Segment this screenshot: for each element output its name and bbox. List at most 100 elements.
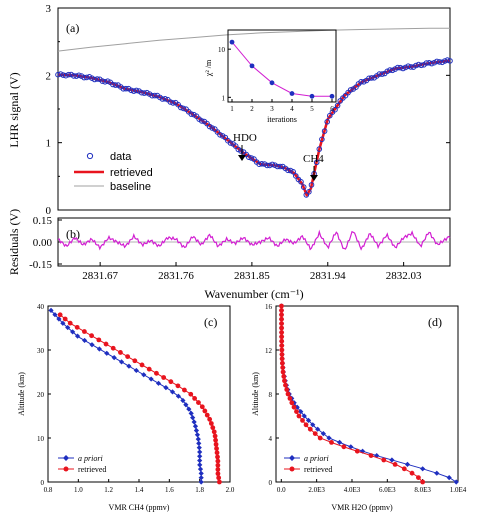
apriori-point [197,453,203,459]
data-point [104,78,111,84]
data-point [133,87,140,94]
apriori-point [118,359,125,365]
apriori-point [298,409,304,415]
retrieved-point [216,475,222,481]
inset-ylabel: χ² /m [204,59,213,77]
data-point [434,58,440,65]
data-point [83,74,90,81]
retrieved-point [279,321,284,326]
retrieved-point [420,479,426,485]
data-point [209,125,215,131]
inset-point [269,80,275,86]
data-point [447,58,453,64]
retrieved-point [215,471,221,477]
retrieved-point [303,422,309,428]
apriori-point [389,457,395,463]
retrieved-point [279,330,285,335]
retrieved-point [212,433,218,439]
data-point [324,119,331,125]
xtick-label: 1.0E4 [450,486,467,494]
apriori-point [155,380,162,386]
annotation-ch4-text: CH4 [303,153,324,165]
retrieved-point [279,312,284,318]
data-point [358,79,364,85]
retrieved-point [196,400,201,405]
data-point [306,189,312,195]
data-point [198,118,205,124]
data-point [110,81,116,88]
apriori-point [191,419,197,425]
legend-retrieved-label-d: retrieved [304,465,332,474]
legend-apriori-marker [63,455,69,461]
panel-d-ylabel: Altitude (km) [251,372,260,416]
annotation-hdo: HDO [233,132,257,161]
panel-a-label: (a) [66,21,79,35]
data-point [217,132,223,138]
retrieved-point [279,316,284,322]
data-point [159,96,166,102]
xtick-label-b: 2831.67 [82,270,118,282]
inset-xtick-label: 1 [230,105,234,113]
data-point [319,136,325,143]
retrieved-point [392,462,398,467]
retrieved-point [279,303,284,309]
data-point [167,99,174,105]
data-point [368,75,375,81]
panel-d-series [278,303,459,485]
legend-retrieved-label: retrieved [110,167,153,179]
data-point [347,87,354,93]
xtick-label: 1.2 [104,486,113,494]
data-point [285,167,291,174]
retrieved-point [279,334,285,340]
data-point [444,57,451,63]
inset-chart: χ² /m iterations 1 2 3 4 5 6 1 10 [204,29,337,124]
retrieved-point [283,382,288,388]
data-point [442,58,448,64]
apriori-point [96,346,102,352]
baseline-series [57,27,450,52]
retrieved-point [154,370,159,376]
retrieved-point [279,325,284,331]
panel-a-yticks: 0 1 2 3 [46,3,450,217]
data-point [274,163,281,170]
data-point [428,60,435,67]
retrieved-point [282,378,287,384]
retrieved-point [287,396,293,401]
inset-series [229,39,335,99]
data-point [334,102,341,109]
residuals-line [58,229,451,251]
legend-retrieved-marker-c [63,466,69,472]
data-point [123,85,129,92]
data-point [76,72,82,79]
panel-a-frame [57,7,451,211]
retrieved-point [341,444,347,450]
apriori-point [56,316,62,322]
apriori-point [446,475,452,481]
retrieved-point [74,324,80,330]
xtick-label: 2.0 [226,486,235,494]
ytick-label-b: 0.00 [33,237,53,249]
apriori-point [326,435,332,441]
inset-xtick-label: 5 [310,105,314,113]
inset-point [329,93,335,99]
data-point [426,60,432,66]
apriori-point [315,426,321,432]
data-point [112,82,119,88]
legend-data-label: data [110,151,132,163]
data-point [170,100,176,106]
data-point [316,146,323,152]
data-point [400,65,406,72]
panel-b-ylabel: Residuals (V) [7,209,21,275]
apriori-point [294,404,300,410]
panel-b-yticks: -0.15 0.00 0.15 [29,215,62,271]
xtick-label: 0.0 [277,486,286,494]
apriori-point [198,470,204,477]
data-point [313,159,320,166]
ytick-label: 10 [37,435,45,443]
data-point [81,74,87,81]
retrieved-point [199,404,205,410]
apriori-point [111,354,117,361]
apriori-point [89,342,95,348]
data-point [63,72,69,79]
